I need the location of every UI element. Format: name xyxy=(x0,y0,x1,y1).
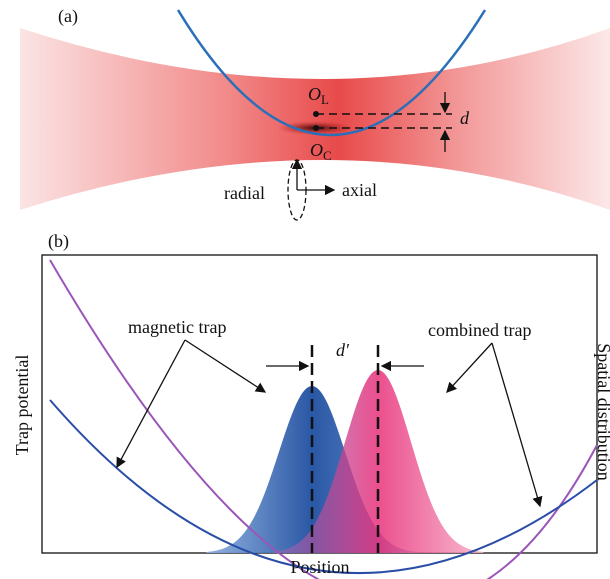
laser-beam xyxy=(20,28,610,210)
magnetic-potential xyxy=(176,9,487,137)
arrow xyxy=(491,342,543,508)
x-label: Position xyxy=(290,557,349,577)
panel-label: (a) xyxy=(58,6,78,27)
y-left-label: Trap potential xyxy=(12,355,32,456)
label-axial: axial xyxy=(342,180,377,200)
label-ol: OL xyxy=(308,84,329,107)
panel-label: (b) xyxy=(48,231,69,252)
label-radial: radial xyxy=(224,183,265,203)
arrow xyxy=(184,339,267,393)
magnetic-potential xyxy=(49,399,598,574)
label-d: d xyxy=(460,108,470,128)
label-oc: OC xyxy=(310,140,332,163)
label-magnetic: magnetic trap xyxy=(128,317,226,337)
y-right-label: Spatial distribution xyxy=(594,343,610,481)
combined-potential xyxy=(49,259,598,579)
label-combined: combined trap xyxy=(428,320,531,340)
arrow xyxy=(446,342,493,393)
label-d-prime: d′ xyxy=(336,340,350,360)
arrow xyxy=(116,339,186,469)
